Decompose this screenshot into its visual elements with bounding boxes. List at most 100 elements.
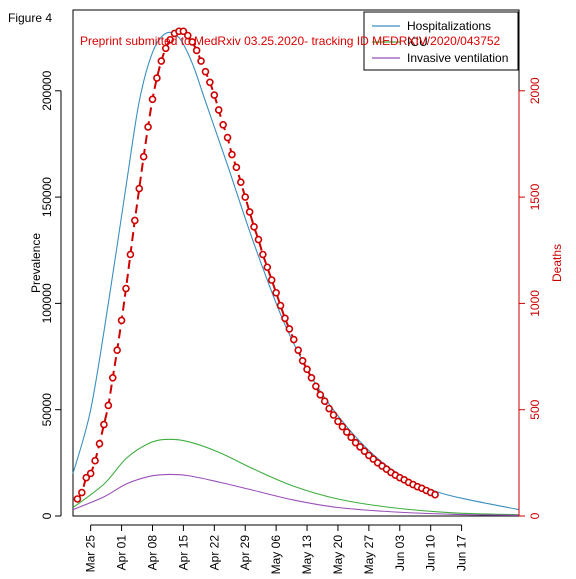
series-line-icu [72,438,520,516]
deaths-point [139,152,148,161]
deaths-point [338,422,347,431]
x-tick-label: May 06 [269,535,283,575]
plot-area: 0 50000 100000 150000 200000 0 500 1000 1500 200… [40,9,542,575]
deaths-point [153,74,161,82]
deaths-point [347,433,356,442]
x-tick-label: Jun 17 [455,535,469,571]
deaths-point [108,374,117,382]
deaths-point [298,356,307,365]
y-tick-label: 200000 [40,70,54,110]
x-tick-label: Mar 25 [84,535,98,573]
deaths-point [259,250,267,259]
deaths-point [91,456,99,465]
deaths-point [113,346,121,354]
deaths-point [214,106,223,114]
deaths-point [307,374,316,382]
preprint-watermark: Preprint submitted to MedRxiv 03.25.2020… [80,34,501,48]
legend: Hospitalizations ICU Invasive ventilatio… [363,11,519,71]
deaths-point [135,184,144,193]
deaths-point [122,284,130,293]
y2-tick-label: 500 [528,399,542,419]
deaths-point [237,178,245,187]
deaths-point [188,38,197,46]
deaths-point [144,123,152,131]
y2-tick-label: 2000 [528,77,542,104]
y-tick-label: 150000 [40,177,54,217]
x-tick-label: May 13 [300,535,314,575]
y-tick-label: 0 [40,512,54,519]
deaths-point [86,469,95,478]
deaths-point [254,235,263,244]
y-axis-title: Prevalence [29,233,43,293]
deaths-point [206,78,214,87]
deaths-point [281,314,289,323]
deaths-point [245,208,254,216]
deaths-point [303,365,311,374]
deaths-point [329,411,338,419]
x-tick-label: Apr 22 [207,535,221,571]
deaths-point [161,44,170,53]
deaths-point [104,401,113,410]
deaths-point [272,288,280,297]
deaths-point [342,428,351,436]
deaths-point [431,490,439,499]
deaths-point [157,57,166,65]
x-tick-label: Apr 15 [176,535,190,571]
deaths-point [131,216,139,225]
deaths-point [263,263,272,272]
deaths-point [223,133,232,142]
plot-frame [72,9,520,517]
deaths-point [179,27,188,36]
x-tick-label: Jun 03 [393,535,407,571]
deaths-point [166,35,174,44]
x-tick-label: Apr 29 [238,535,252,571]
deaths-point [219,121,227,129]
deaths-point [360,447,369,455]
deaths-point [192,46,201,55]
x-tick-label: Jun 10 [424,535,438,571]
deaths-point [197,57,205,65]
deaths-point [320,397,329,405]
series-line-invasive-ventilation [72,473,520,516]
y-tick-label: 50000 [40,393,54,427]
series-layer [72,27,520,516]
x-axis: Mar 25 Apr 01 Apr 08 Apr 15 Apr 22 Apr 29 May … [84,524,469,575]
deaths-point [316,391,325,399]
deaths-point [232,163,241,172]
y2-tick-label: 1000 [528,290,542,317]
deaths-point [78,488,86,497]
y2-tick-label: 1500 [528,183,542,210]
deaths-point [351,438,360,447]
deaths-point [241,193,250,201]
series-line-hospitalizations [72,31,520,511]
x-tick-label: Apr 01 [115,535,129,571]
deaths-point [95,439,104,448]
deaths-point [82,473,91,482]
deaths-point [210,91,219,99]
deaths-point [201,67,210,76]
deaths-series [73,27,439,503]
deaths-point [73,495,82,503]
y-tick-label: 100000 [40,283,54,323]
deaths-point [267,276,276,284]
x-tick-label: Apr 08 [145,535,159,571]
deaths-point [148,95,157,104]
legend-box [363,11,519,71]
legend-label-hospitalizations: Hospitalizations [407,19,491,33]
deaths-point [117,316,126,325]
y-axis-left: 0 50000 100000 150000 200000 [40,70,62,519]
deaths-point [100,420,108,429]
y2-tick-label: 0 [528,512,542,519]
deaths-point [325,404,333,413]
deaths-point [285,325,294,333]
deaths-point [294,346,303,354]
deaths-dashed-line [76,29,436,500]
deaths-point [312,382,320,391]
legend-label-ventilation: Invasive ventilation [407,51,508,65]
x-tick-label: May 20 [331,535,345,575]
deaths-point [228,150,236,159]
deaths-point [184,31,192,40]
y-axis-right: 0 500 1000 1500 2000 [518,77,542,519]
y2-axis-title: Deaths [550,244,564,282]
